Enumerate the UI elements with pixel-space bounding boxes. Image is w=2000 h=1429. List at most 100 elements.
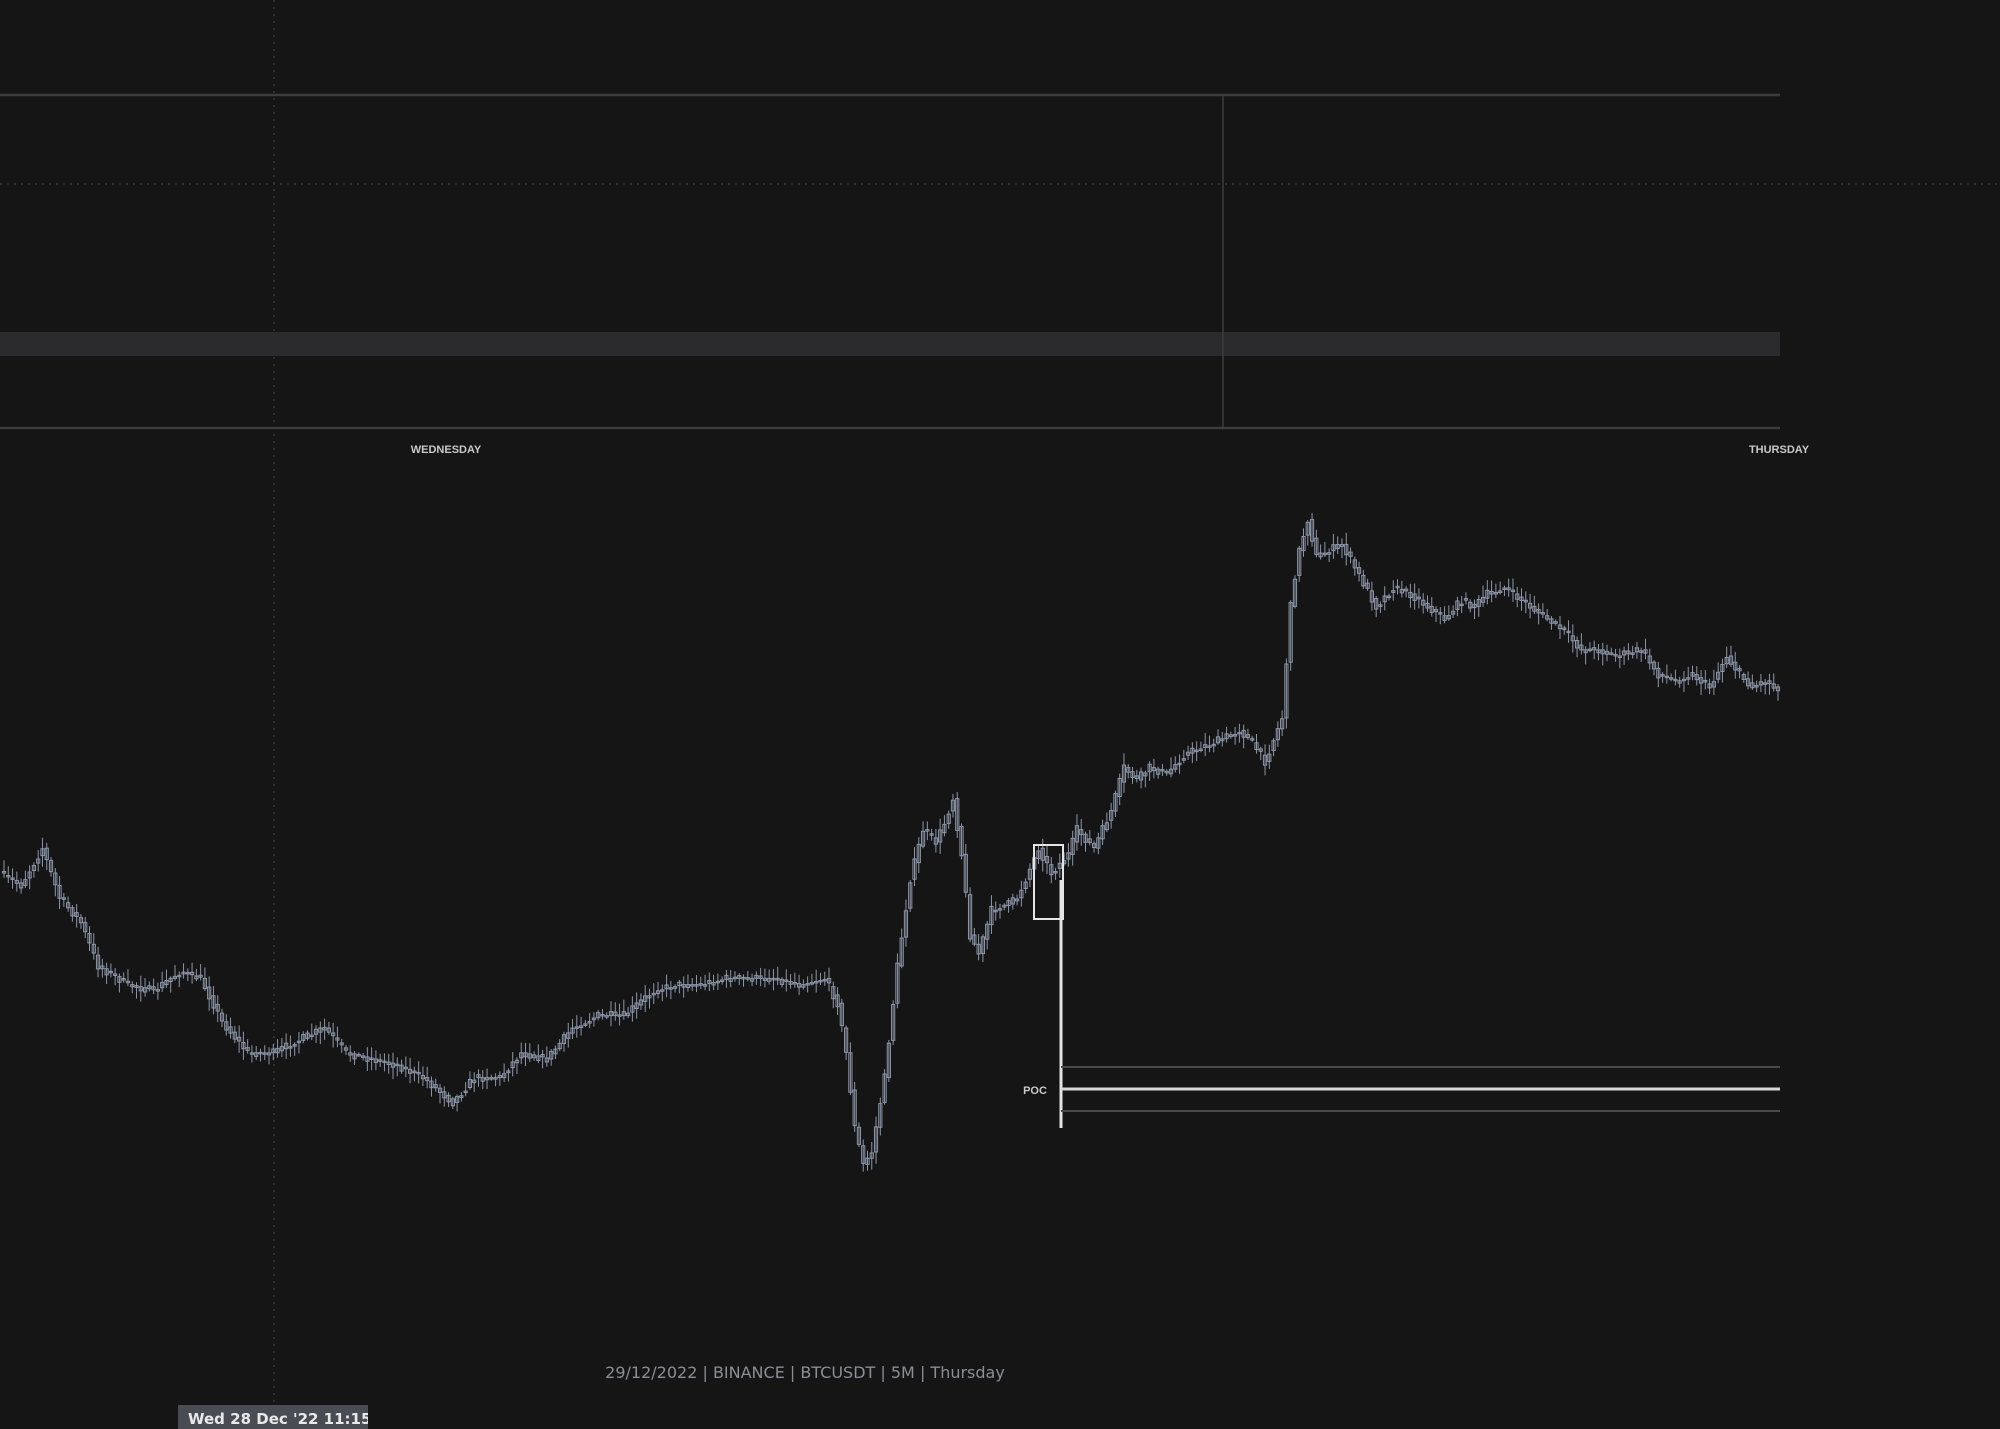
session-label-wednesday: WEDNESDAY — [411, 444, 482, 456]
candle-body — [903, 910, 909, 938]
caption-day: Thursday — [930, 1363, 1005, 1382]
candle-body — [403, 1066, 408, 1070]
candle-body — [104, 968, 109, 976]
candle-body — [856, 1126, 862, 1145]
candle-body — [275, 1047, 280, 1054]
candle-body — [993, 909, 998, 913]
candle-body — [1651, 661, 1657, 670]
candle-body — [613, 1011, 618, 1017]
candle-body — [420, 1075, 426, 1080]
candle-body — [809, 982, 815, 985]
candle-body — [138, 986, 143, 992]
candle-body — [1506, 587, 1511, 591]
candle-body — [108, 970, 113, 974]
candle-body — [1455, 600, 1460, 610]
candle-body — [1600, 649, 1605, 655]
candle-body — [835, 994, 840, 1008]
candle-body — [1609, 652, 1614, 655]
candle-body — [617, 1014, 622, 1017]
candle-body — [1348, 551, 1353, 557]
candle-body — [305, 1032, 310, 1039]
candle-body — [172, 975, 178, 979]
candle-body — [591, 1017, 597, 1021]
candle-body — [536, 1055, 541, 1062]
candle-body — [886, 1042, 891, 1079]
candle-body — [181, 971, 186, 975]
candle-body — [1156, 768, 1161, 775]
candle-body — [1121, 764, 1127, 783]
candle-body — [1044, 855, 1050, 864]
candle-body — [767, 977, 772, 982]
candle-body — [1091, 843, 1097, 848]
candle-body — [360, 1055, 366, 1058]
candle-body — [1711, 681, 1716, 688]
candle-body — [651, 992, 656, 996]
candle-body — [450, 1098, 455, 1107]
candle-body — [1429, 605, 1434, 614]
candle-body — [1664, 675, 1669, 679]
candle-body — [189, 971, 195, 976]
candle-body — [1083, 833, 1088, 843]
candle-body — [1164, 770, 1169, 774]
highlight-box[interactable] — [1033, 844, 1064, 920]
candle-body — [237, 1036, 242, 1042]
candle-body — [245, 1047, 250, 1051]
candle-body — [779, 978, 785, 985]
candle-body — [1352, 559, 1357, 569]
candle-body — [1224, 733, 1229, 740]
candle-body — [83, 922, 88, 933]
candle-body — [1361, 574, 1366, 587]
candle-body — [1117, 777, 1122, 798]
candle-body — [1540, 612, 1545, 615]
candle-body — [1399, 588, 1404, 594]
candle-body — [1557, 624, 1563, 630]
candle-body — [852, 1089, 857, 1127]
candle-body — [1604, 650, 1610, 655]
candle-body — [745, 977, 750, 980]
candle-body — [865, 1157, 870, 1165]
candle-body — [1109, 810, 1114, 821]
candle-body — [1335, 544, 1340, 550]
candle-body — [638, 999, 644, 1006]
candle-body — [476, 1074, 481, 1079]
candle-body — [989, 905, 994, 926]
candle-body — [437, 1087, 443, 1093]
candle-body — [600, 1013, 605, 1017]
candle-body — [6, 874, 11, 878]
candle-body — [463, 1090, 468, 1094]
candle-body — [1096, 837, 1101, 849]
candle-body — [1185, 751, 1191, 756]
candle-body — [412, 1070, 417, 1074]
candle-body — [472, 1079, 477, 1084]
candle-body — [279, 1046, 284, 1052]
candle-body — [1339, 544, 1345, 547]
candle-body — [1267, 753, 1272, 762]
candle-body — [848, 1052, 853, 1093]
candle-body — [1391, 590, 1396, 593]
candle-body — [262, 1052, 267, 1055]
candle-body — [942, 823, 947, 834]
candle-body — [690, 984, 695, 987]
candle-body — [1318, 552, 1323, 558]
candle-body — [1681, 678, 1687, 682]
candle-body — [130, 984, 135, 988]
candle-body — [818, 979, 823, 983]
candle-body — [596, 1012, 601, 1019]
candle-body — [1254, 742, 1259, 751]
candle-body — [1724, 656, 1729, 665]
candle-body — [908, 882, 913, 909]
candle-body — [326, 1027, 331, 1033]
candle-body — [1284, 663, 1289, 719]
candle-body — [724, 974, 729, 980]
candle-body — [1220, 738, 1225, 742]
candle-body — [531, 1054, 537, 1059]
candle-body — [544, 1057, 549, 1063]
candle-body — [882, 1073, 887, 1103]
candle-body — [1489, 590, 1494, 595]
candle-body — [493, 1077, 498, 1080]
candle-body — [754, 974, 759, 979]
candle-body — [23, 879, 28, 886]
candle-body — [784, 979, 789, 982]
candle-body — [1369, 590, 1375, 603]
